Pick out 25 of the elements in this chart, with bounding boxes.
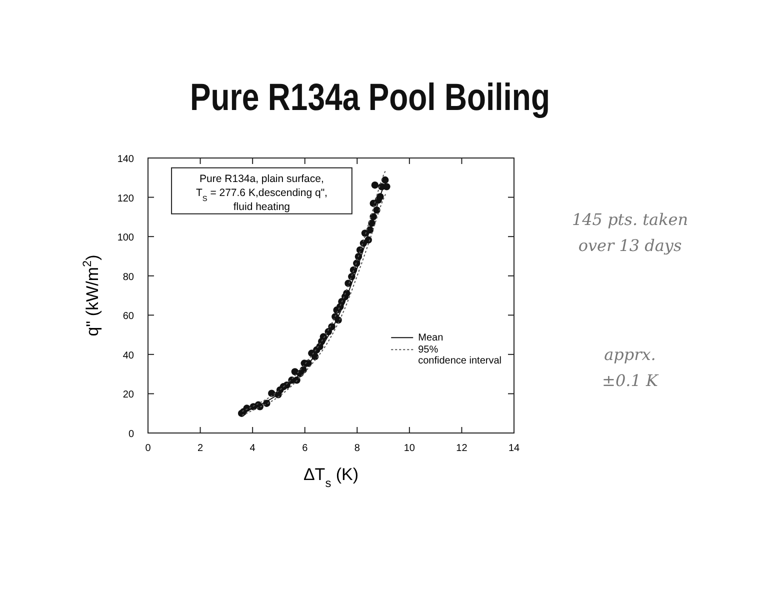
point [320,333,328,340]
x-tick-label: 6 [302,443,308,454]
y-tick-label: 20 [122,390,134,401]
y-tick-label: 80 [122,272,134,283]
x-tick-label: 2 [198,443,204,454]
y-tick-label: 0 [128,429,134,440]
y-tick-label: 60 [122,311,134,322]
x-axis-title: ΔT$_{s}$ (K) [303,465,359,490]
legend-label: 95% confidence interval [418,344,502,367]
x-tick-label: 12 [456,443,468,454]
chart-title: Pure R134a Pool Boiling [190,77,550,119]
x-tick-label: 0 [145,443,152,454]
x-tick-label: 4 [250,443,256,454]
legend-label: Mean [418,332,444,344]
y-tick-label: 40 [122,350,134,362]
x-tick-label: 8 [354,443,360,454]
point [371,182,379,189]
annotation: Pure R134a, plain surface, T$_{S}$ = 277.6 K,descending q", fluid heating [196,172,328,213]
text: apprx. ±0.1 K [602,345,659,390]
y-tick-label: 140 [117,154,134,165]
x-tick-label: 14 [508,443,520,454]
y-tick-label: 100 [117,232,134,244]
y-tick-label: 120 [117,193,134,204]
text: 145 pts. taken over 13 days [572,210,688,255]
x-tick-label: 10 [404,443,416,454]
